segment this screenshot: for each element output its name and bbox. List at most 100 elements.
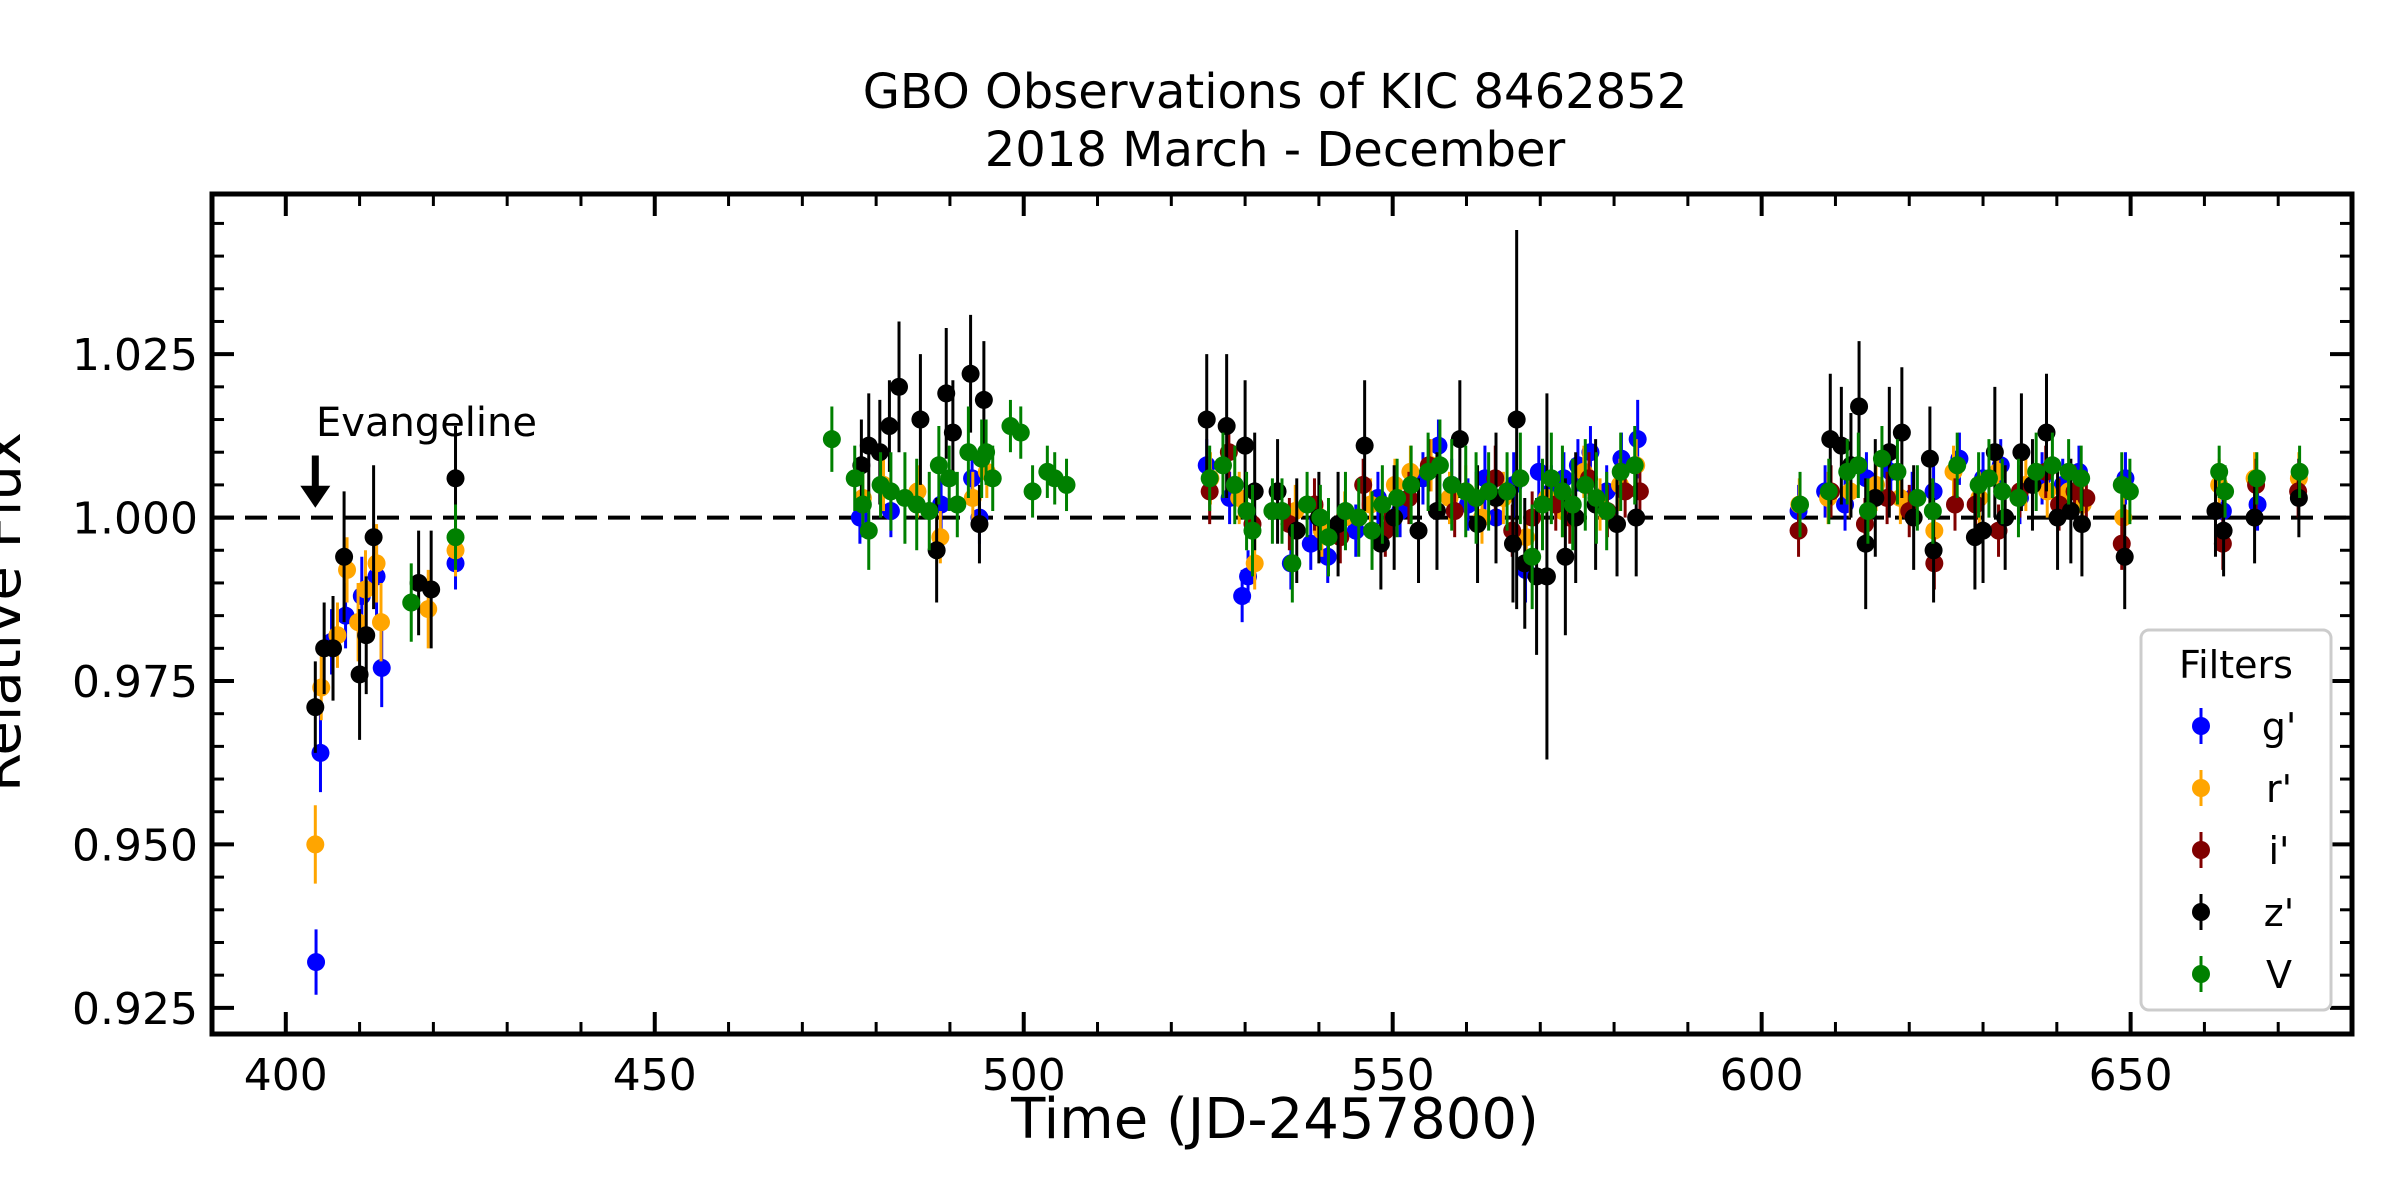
data-point	[1542, 469, 1561, 488]
data-point	[1217, 417, 1236, 436]
data-point	[1336, 502, 1355, 521]
data-point	[1920, 449, 1939, 468]
data-point	[2009, 488, 2028, 507]
data-point	[929, 456, 948, 475]
x-tick-label: 550	[1351, 1050, 1435, 1101]
data-point	[1537, 567, 1556, 586]
data-point	[1245, 482, 1264, 501]
legend-marker	[2192, 717, 2210, 735]
data-points	[306, 229, 2309, 995]
data-point	[1996, 508, 2015, 527]
data-point	[2115, 547, 2134, 566]
data-point	[1430, 456, 1449, 475]
data-point	[371, 613, 390, 632]
legend-label: V	[2266, 953, 2292, 997]
axes: 400 450 500 550 600 650 0.925 0.950 0.975 1.000 1.…	[72, 191, 2355, 1101]
data-point	[357, 626, 376, 645]
data-point	[1479, 482, 1498, 501]
data-point	[1283, 554, 1302, 573]
data-point	[1301, 534, 1320, 553]
data-point	[961, 364, 980, 383]
data-point	[1924, 541, 1943, 560]
data-point	[2290, 462, 2309, 481]
data-point	[367, 554, 386, 573]
data-point	[306, 835, 325, 854]
data-point	[2245, 508, 2264, 527]
data-point	[1329, 515, 1348, 534]
annotation-arrow-head	[300, 485, 331, 508]
data-point	[970, 515, 989, 534]
evangeline-annotation: Evangeline	[300, 400, 537, 508]
data-point	[1587, 488, 1606, 507]
legend-marker	[2192, 903, 2210, 921]
data-point	[1993, 482, 2012, 501]
data-point	[2061, 502, 2080, 521]
data-point	[307, 953, 326, 972]
data-point	[1213, 456, 1232, 475]
data-point	[1511, 469, 1530, 488]
y-tick-label: 1.025	[72, 330, 198, 381]
x-tick-label: 500	[982, 1050, 1066, 1101]
data-point	[402, 593, 421, 612]
data-point	[959, 443, 978, 462]
data-point	[1388, 488, 1407, 507]
data-point	[1576, 475, 1595, 494]
data-point	[890, 377, 909, 396]
data-point	[1507, 410, 1526, 429]
data-point	[2012, 443, 2031, 462]
data-point	[940, 469, 959, 488]
data-point	[1553, 482, 1572, 501]
data-point	[1445, 502, 1464, 521]
data-point	[1856, 534, 1875, 553]
data-point	[1373, 495, 1392, 514]
legend-label: g'	[2262, 705, 2297, 749]
data-point	[1311, 508, 1330, 527]
data-point	[1627, 508, 1646, 527]
x-tick-label: 650	[2089, 1050, 2173, 1101]
data-point	[1597, 502, 1616, 521]
chart-title: GBO Observations of KIC 8462852	[863, 64, 1688, 120]
data-point	[943, 423, 962, 442]
legend-box	[2139, 628, 2333, 1012]
data-point	[1849, 456, 1868, 475]
data-point	[1945, 495, 1964, 514]
y-tick-label: 0.950	[72, 820, 198, 871]
data-point	[1625, 456, 1644, 475]
data-point	[1349, 508, 1368, 527]
data-point	[1608, 515, 1627, 534]
annotation-label: Evangeline	[316, 400, 537, 446]
data-point	[2072, 469, 2091, 488]
data-point	[1363, 521, 1382, 540]
x-tick-label: 600	[1720, 1050, 1804, 1101]
data-point	[1979, 469, 1998, 488]
data-point	[2216, 482, 2235, 501]
data-point	[1556, 547, 1575, 566]
data-point	[1385, 508, 1404, 527]
data-point	[1236, 436, 1255, 455]
data-point	[1498, 482, 1517, 501]
data-point	[2048, 508, 2067, 527]
data-point	[1287, 521, 1306, 540]
data-point	[927, 541, 946, 560]
data-point	[1319, 528, 1338, 547]
data-point	[1225, 475, 1244, 494]
x-axis-label: Time (JD-2457800)	[1010, 1087, 1539, 1152]
data-point	[1355, 436, 1374, 455]
data-point	[1523, 547, 1542, 566]
data-point	[1409, 521, 1428, 540]
data-point	[1533, 495, 1552, 514]
data-point	[1563, 495, 1582, 514]
data-point	[920, 502, 939, 521]
data-point	[1503, 534, 1522, 553]
data-point	[1948, 456, 1967, 475]
data-point	[1243, 521, 1262, 540]
series-4	[402, 399, 2309, 642]
data-point	[1298, 495, 1317, 514]
data-point	[422, 580, 441, 599]
data-point	[1402, 475, 1421, 494]
data-point	[1245, 554, 1264, 573]
data-point	[1888, 462, 1907, 481]
data-point	[2027, 462, 2046, 481]
plot-frame	[209, 191, 2355, 1037]
data-point	[446, 469, 465, 488]
